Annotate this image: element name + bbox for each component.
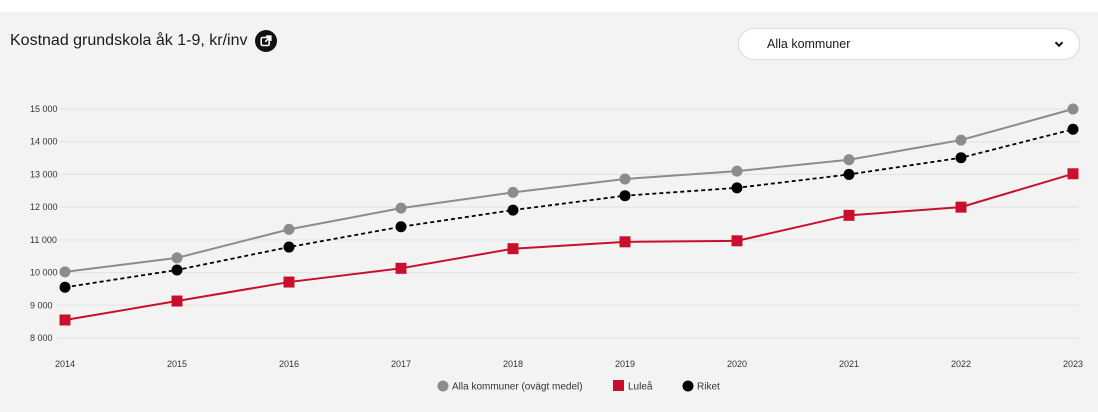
data-point-luleå [619, 236, 631, 248]
x-tick-label: 2015 [167, 359, 187, 369]
data-point-alla-kommuner-ovägt-medel [507, 186, 519, 198]
data-point-luleå [283, 276, 295, 288]
data-point-riket [955, 152, 967, 164]
series-lines [64, 108, 1074, 321]
y-tick-label: 11 000 [30, 235, 57, 245]
x-tick-label: 2019 [615, 359, 635, 369]
y-tick-label: 12 000 [30, 202, 58, 212]
data-point-riket [171, 264, 183, 276]
data-point-luleå [171, 295, 183, 307]
x-tick-label: 2022 [951, 359, 971, 369]
data-point-riket [395, 221, 407, 233]
data-point-alla-kommuner-ovägt-medel [619, 173, 631, 185]
municipality-select-value: Alla kommuner [767, 37, 851, 51]
legend-label-riket: Riket [697, 382, 720, 393]
x-tick-label: 2014 [55, 359, 75, 369]
x-tick-label: 2017 [391, 359, 411, 369]
legend: Alla kommuner (ovägt medel) Luleå Riket [437, 380, 720, 393]
legend-marker-riket [682, 380, 694, 392]
data-point-riket [59, 281, 71, 293]
data-point-alla-kommuner-ovägt-medel [955, 134, 967, 146]
data-point-riket [843, 168, 855, 180]
y-axis-ticks: 8 000 9 000 10 000 11 000 12 000 13 000 14 000… [30, 104, 58, 343]
x-axis-ticks: 2014 2015 2016 2017 2018 2019 2020 2021 2022 2023 [55, 359, 1083, 369]
chevron-down-icon [1053, 38, 1065, 50]
series-line-riket [64, 128, 1074, 289]
data-point-luleå [507, 243, 519, 255]
data-point-riket [731, 182, 743, 194]
x-tick-label: 2016 [279, 359, 299, 369]
chart-title: Kostnad grundskola åk 1-9, kr/inv [10, 32, 248, 49]
data-point-alla-kommuner-ovägt-medel [59, 266, 71, 278]
x-tick-label: 2023 [1063, 359, 1083, 369]
x-tick-label: 2018 [503, 359, 523, 369]
gridlines [58, 108, 1078, 339]
legend-label-luleå: Luleå [628, 381, 653, 393]
series-line-luleå [64, 172, 1074, 321]
series-markers [59, 103, 1079, 326]
data-point-riket [1067, 123, 1079, 135]
x-tick-label: 2020 [727, 359, 747, 369]
data-point-alla-kommuner-ovägt-medel [731, 165, 743, 177]
data-point-alla-kommuner-ovägt-medel [395, 202, 407, 214]
data-point-luleå [59, 314, 71, 326]
y-tick-label: 15 000 [30, 104, 58, 114]
y-tick-label: 10 000 [30, 268, 58, 278]
data-point-luleå [843, 209, 855, 221]
legend-label-alla-kommuner-ovägt-medel: Alla kommuner (ovägt medel) [452, 382, 583, 393]
series-line-alla-kommuner-ovägt-medel [64, 108, 1074, 273]
line-chart: 8 000 9 000 10 000 11 000 12 000 13 000 14 000… [30, 103, 1083, 393]
data-point-alla-kommuner-ovägt-medel [171, 252, 183, 264]
data-point-alla-kommuner-ovägt-medel [283, 223, 295, 235]
data-point-luleå [395, 262, 407, 274]
data-point-luleå [731, 235, 743, 247]
data-point-luleå [955, 201, 967, 213]
chart-card: Kostnad grundskola åk 1-9, kr/inv Alla k… [0, 12, 1098, 412]
chart-header: Kostnad grundskola åk 1-9, kr/inv [10, 30, 278, 52]
legend-marker-alla-kommuner-ovägt-medel [437, 380, 449, 392]
data-point-alla-kommuner-ovägt-medel [1067, 103, 1079, 115]
data-point-riket [619, 190, 631, 202]
legend-marker-luleå [613, 380, 624, 391]
y-tick-label: 14 000 [30, 137, 58, 147]
data-point-luleå [1067, 168, 1079, 180]
data-point-riket [283, 241, 295, 253]
x-tick-label: 2021 [839, 359, 859, 369]
external-link-icon[interactable] [255, 30, 278, 52]
data-point-riket [507, 204, 519, 216]
municipality-select[interactable]: Alla kommuner [738, 28, 1080, 60]
data-point-alla-kommuner-ovägt-medel [843, 154, 855, 166]
y-tick-label: 9 000 [30, 300, 53, 310]
y-tick-label: 13 000 [30, 169, 58, 179]
y-tick-label: 8 000 [30, 333, 53, 343]
